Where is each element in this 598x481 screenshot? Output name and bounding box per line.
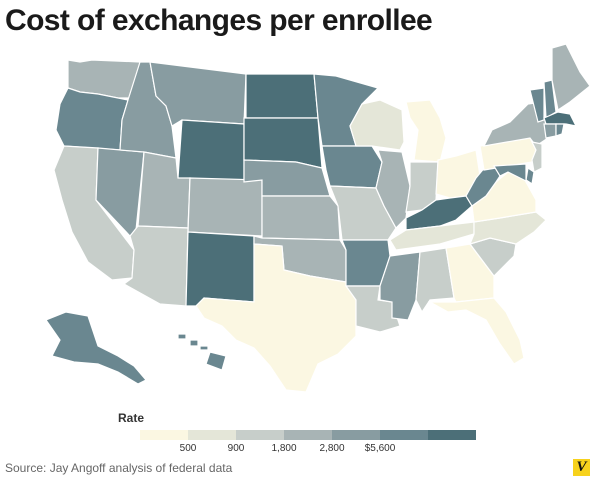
legend-tick-label: 1,800: [271, 443, 297, 454]
state-ri[interactable]: [555, 123, 565, 137]
state-nm[interactable]: [185, 231, 255, 307]
legend-swatch-6: [380, 430, 428, 440]
state-ak[interactable]: [45, 311, 147, 385]
vox-logo-icon: V: [573, 459, 590, 476]
state-vt[interactable]: [529, 87, 545, 123]
legend-tick-label: $5,600: [364, 443, 396, 454]
state-tx[interactable]: [195, 243, 357, 393]
state-or[interactable]: [55, 87, 129, 151]
legend-tick-label: 2,800: [319, 443, 345, 454]
state-nh[interactable]: [543, 79, 557, 120]
state-az[interactable]: [122, 225, 189, 307]
legend-swatch-2: [188, 430, 236, 440]
state-ks[interactable]: [261, 195, 341, 241]
state-wi[interactable]: [349, 99, 405, 151]
state-co[interactable]: [187, 177, 263, 237]
legend-color-scale: [140, 430, 476, 440]
legend-swatch-4: [284, 430, 332, 440]
legend-swatch-1: [140, 430, 188, 440]
legend-swatch-7: [428, 430, 476, 440]
legend-swatch-3: [236, 430, 284, 440]
legend-tick-label: 900: [227, 443, 245, 454]
state-ia[interactable]: [321, 145, 383, 189]
state-ct[interactable]: [543, 123, 557, 139]
state-wy[interactable]: [177, 119, 245, 183]
map-title: Cost of exchanges per enrollee: [5, 4, 433, 37]
state-fl[interactable]: [427, 297, 525, 365]
legend-swatch-5: [332, 430, 380, 440]
state-md[interactable]: [492, 163, 533, 185]
legend-title: Rate: [118, 411, 145, 425]
state-nd[interactable]: [245, 73, 319, 119]
state-mi[interactable]: [405, 99, 447, 163]
state-me[interactable]: [551, 43, 591, 111]
state-il[interactable]: [375, 149, 411, 229]
state-hi[interactable]: [177, 333, 227, 371]
source-note: Source: Jay Angoff analysis of federal d…: [5, 461, 233, 475]
legend-tick-label: 500: [179, 443, 197, 454]
state-la[interactable]: [344, 285, 401, 333]
